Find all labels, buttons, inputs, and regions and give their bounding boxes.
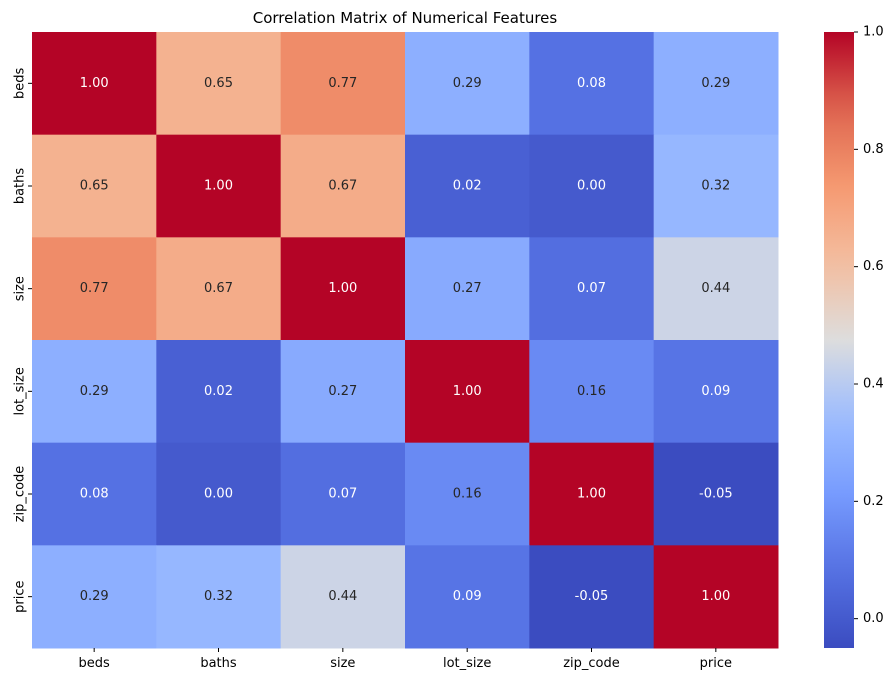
cell-value-label: 0.67 (328, 179, 357, 194)
heatmap-cell (32, 442, 157, 546)
heatmap-cell (156, 340, 282, 444)
colorbar: 0.0 0.2 0.4 0.6 0.8 1.0 (824, 25, 884, 648)
cell-value-label: 0.27 (453, 281, 482, 296)
cell-annotations: 1.00 0.65 0.77 0.29 0.08 0.29 0.65 1.00 0.67 0.02… (80, 76, 733, 604)
column-labels: beds baths size lot_size zip_code price (79, 648, 732, 671)
cell-value-label: 0.77 (328, 76, 357, 91)
heatmap-cell (32, 237, 157, 341)
heatmap-cell (653, 442, 779, 546)
heatmap-cells (32, 32, 779, 649)
cell-value-label: 0.02 (453, 179, 482, 194)
column-label: price (700, 656, 732, 671)
column-label: size (330, 656, 355, 671)
heatmap-cell (280, 32, 406, 136)
heatmap-cell (529, 340, 655, 444)
cell-value-label: 1.00 (328, 281, 357, 296)
cell-value-label: 0.02 (204, 384, 233, 399)
heatmap-cell (405, 442, 530, 546)
cell-value-label: -0.05 (575, 589, 609, 604)
heatmap-cell (653, 340, 779, 444)
cell-value-label: 0.27 (328, 384, 357, 399)
row-label: beds (13, 67, 28, 99)
heatmap-cell (405, 340, 530, 444)
cell-value-label: 0.32 (204, 589, 233, 604)
cell-value-label: 1.00 (204, 179, 233, 194)
cell-value-label: -0.05 (699, 487, 733, 502)
heatmap-cell (280, 237, 406, 341)
colorbar-tick-label: 0.4 (863, 377, 884, 392)
colorbar-tick-label: 0.2 (863, 494, 884, 509)
cell-value-label: 0.16 (453, 487, 482, 502)
heatmap-cell (280, 134, 406, 238)
heatmap-cell (156, 237, 282, 341)
cell-value-label: 0.08 (577, 76, 606, 91)
heatmap-cell (653, 237, 779, 341)
heatmap-cell (32, 545, 157, 649)
cell-value-label: 0.09 (701, 384, 730, 399)
column-label: zip_code (563, 656, 620, 671)
heatmap-cell (156, 32, 282, 136)
heatmap-cell (32, 340, 157, 444)
heatmap-cell (405, 32, 530, 136)
heatmap-cell (529, 545, 655, 649)
cell-value-label: 0.00 (204, 487, 233, 502)
heatmap-cell (156, 134, 282, 238)
cell-value-label: 0.65 (80, 179, 109, 194)
cell-value-label: 1.00 (701, 589, 730, 604)
row-label: baths (13, 168, 28, 205)
heatmap-cell (32, 32, 157, 136)
cell-value-label: 0.16 (577, 384, 606, 399)
heatmap-cell (529, 134, 655, 238)
heatmap-cell (156, 442, 282, 546)
heatmap-cell (405, 545, 530, 649)
cell-value-label: 1.00 (577, 487, 606, 502)
heatmap-cell (32, 134, 157, 238)
cell-value-label: 0.44 (328, 589, 357, 604)
heatmap-cell (529, 237, 655, 341)
cell-value-label: 0.29 (453, 76, 482, 91)
heatmap-cell (280, 340, 406, 444)
row-label: size (13, 276, 28, 301)
heatmap-cell (653, 134, 779, 238)
heatmap-cell (280, 442, 406, 546)
cell-value-label: 1.00 (453, 384, 482, 399)
row-label: lot_size (13, 367, 28, 415)
cell-value-label: 0.00 (577, 179, 606, 194)
row-label: zip_code (13, 466, 28, 523)
heatmap-cell (280, 545, 406, 649)
cell-value-label: 0.08 (80, 487, 109, 502)
cell-value-label: 0.07 (328, 487, 357, 502)
colorbar-tick-label: 1.0 (863, 25, 884, 40)
column-label: baths (200, 656, 237, 671)
column-label: beds (79, 656, 111, 671)
colorbar-tick-label: 0.6 (863, 259, 884, 274)
cell-value-label: 0.65 (204, 76, 233, 91)
cell-value-label: 0.07 (577, 281, 606, 296)
cell-value-label: 0.77 (80, 281, 109, 296)
cell-value-label: 0.09 (453, 589, 482, 604)
heatmap-cell (405, 237, 530, 341)
colorbar-tick-label: 0.0 (863, 611, 884, 626)
column-label: lot_size (443, 656, 491, 671)
row-label: price (13, 580, 28, 612)
cell-value-label: 1.00 (80, 76, 109, 91)
cell-value-label: 0.29 (80, 589, 109, 604)
heatmap-cell (653, 32, 779, 136)
heatmap-cell (156, 545, 282, 649)
cell-value-label: 0.29 (80, 384, 109, 399)
heatmap-cell (653, 545, 779, 649)
cell-value-label: 0.67 (204, 281, 233, 296)
heatmap-cell (529, 32, 655, 136)
cell-value-label: 0.44 (701, 281, 730, 296)
colorbar-tick-label: 0.8 (863, 142, 884, 157)
cell-value-label: 0.29 (701, 76, 730, 91)
heatmap-cell (529, 442, 655, 546)
chart-title: Correlation Matrix of Numerical Features (253, 9, 558, 27)
cell-value-label: 0.32 (701, 179, 730, 194)
heatmap-cell (405, 134, 530, 238)
colorbar-gradient (824, 32, 854, 648)
